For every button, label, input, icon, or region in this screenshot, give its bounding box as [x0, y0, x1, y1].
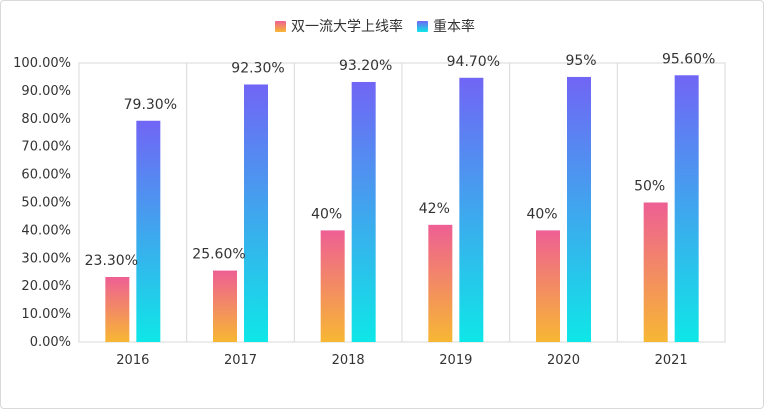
- data-label: 40%: [311, 206, 342, 222]
- x-tick-label: 2017: [224, 353, 257, 368]
- bar-syl-2016[interactable]: [105, 276, 130, 342]
- data-label: 40%: [526, 206, 557, 222]
- data-labels-layer: 23.30% 79.30% 25.60% 92.30% 40% 93.20% 42% 94.7…: [85, 51, 716, 269]
- data-label: 92.30%: [231, 60, 284, 76]
- y-tick-label: 20.00%: [21, 279, 71, 294]
- y-tick-label: 80.00%: [21, 112, 71, 127]
- bar-zbl-2017[interactable]: [244, 84, 268, 342]
- bar-zbl-2018[interactable]: [351, 81, 376, 343]
- bar-syl-2020[interactable]: [536, 230, 560, 342]
- legend-swatch: [417, 21, 428, 32]
- y-tick-label: 60.00%: [21, 168, 71, 183]
- grid-layer: [78, 62, 726, 343]
- y-tick-label: 100.00%: [13, 56, 71, 71]
- y-tick-label: 40.00%: [21, 223, 71, 238]
- data-label: 42%: [419, 201, 450, 217]
- data-label: 25.60%: [192, 247, 245, 263]
- bar-zbl-2020[interactable]: [567, 76, 591, 342]
- x-tick-label: 2019: [439, 353, 472, 368]
- bar-syl-2017[interactable]: [213, 270, 237, 342]
- bars-layer: [105, 75, 699, 343]
- bar-zbl-2021[interactable]: [674, 75, 699, 342]
- y-tick-label: 0.00%: [30, 335, 71, 350]
- x-tick-label: 2018: [332, 353, 365, 368]
- y-tick-label: 70.00%: [21, 140, 71, 155]
- y-tick-label: 90.00%: [21, 84, 71, 99]
- data-label: 93.20%: [339, 58, 392, 74]
- legend[interactable]: 双一流大学上线率 重本率: [275, 18, 475, 35]
- bar-syl-2019[interactable]: [428, 224, 453, 342]
- legend-item[interactable]: 双一流大学上线率: [275, 18, 403, 35]
- axis-layer: 0.00% 10.00% 20.00% 30.00% 40.00% 50.00% 60.00…: [13, 56, 688, 368]
- bar-syl-2021[interactable]: [643, 202, 668, 343]
- legend-swatch: [275, 21, 286, 32]
- y-tick-label: 50.00%: [21, 196, 71, 211]
- data-label: 79.30%: [124, 97, 177, 113]
- bar-zbl-2016[interactable]: [136, 120, 161, 343]
- data-label: 94.70%: [447, 54, 500, 70]
- bar-zbl-2019[interactable]: [459, 77, 484, 343]
- y-tick-label: 10.00%: [21, 307, 71, 322]
- legend-label: 重本率: [433, 18, 475, 35]
- data-label: 95%: [565, 53, 596, 69]
- legend-item[interactable]: 重本率: [417, 18, 475, 35]
- x-tick-label: 2020: [547, 353, 580, 368]
- bar-syl-2018[interactable]: [320, 230, 345, 342]
- data-label: 95.60%: [662, 51, 715, 67]
- legend-label: 双一流大学上线率: [291, 18, 403, 35]
- data-label: 50%: [634, 179, 665, 195]
- x-tick-label: 2021: [655, 353, 688, 368]
- x-tick-label: 2016: [116, 353, 149, 368]
- y-tick-label: 30.00%: [21, 251, 71, 266]
- data-label: 23.30%: [85, 253, 138, 269]
